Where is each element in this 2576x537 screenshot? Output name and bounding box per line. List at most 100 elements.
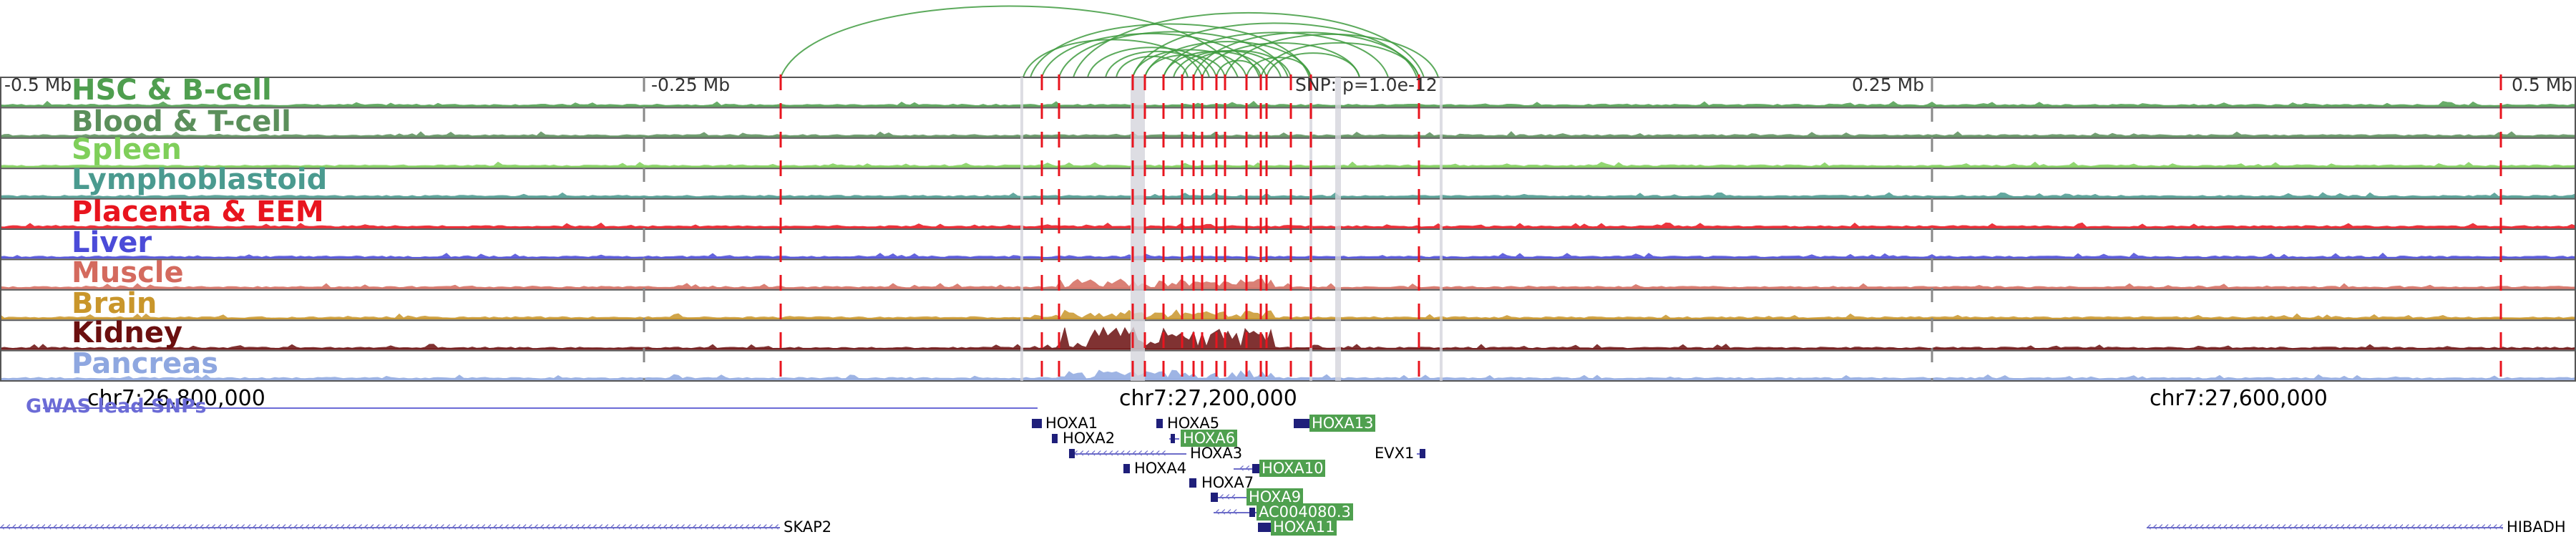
- chromatin-link-arc: [1193, 32, 1420, 78]
- ruler-mid-right-label: 0.25 Mb: [1852, 74, 1925, 95]
- track-label-brain[interactable]: Brain: [72, 287, 157, 320]
- chromatin-link-arc: [1216, 59, 1262, 78]
- chromatin-link-arc: [1246, 57, 1312, 78]
- signal-track: [0, 326, 2576, 349]
- gene-intron-line: [0, 527, 780, 528]
- strand-arrows: ‹‹: [1239, 461, 1252, 475]
- snp-pvalue-label: SNP: p=1.0e-12: [1295, 74, 1438, 95]
- ruler-mid-left-label: -0.25 Mb: [651, 74, 731, 95]
- track-label-hsc-b-cell[interactable]: HSC & B-cell: [72, 74, 272, 107]
- signal-track: [0, 309, 2576, 319]
- chromatin-link-arc: [1116, 55, 1189, 78]
- gene-hoxa3[interactable]: ‹‹‹‹‹‹‹‹‹‹‹‹‹‹‹‹ HOXA3: [1069, 445, 1269, 463]
- chromatin-link-arc: [1144, 41, 1312, 78]
- gene-exon: [1189, 478, 1196, 488]
- chromatin-link-arc: [1073, 11, 1425, 78]
- gene-exon: [1252, 464, 1259, 473]
- chromatin-link-arc: [780, 5, 1239, 78]
- gene-evx1[interactable]: EVX1: [1372, 445, 1487, 463]
- track-panel-border: [0, 77, 2576, 382]
- gene-label: HOXA13: [1309, 415, 1376, 432]
- snp-marker-lines: [779, 74, 2502, 381]
- track-label-kidney[interactable]: Kidney: [72, 316, 183, 349]
- highlight-column: [1020, 77, 1023, 381]
- gene-intron-line: [1211, 497, 1246, 498]
- gene-exon: [1171, 434, 1175, 443]
- highlight-column: [1440, 77, 1443, 381]
- gene-intron-line: [1234, 468, 1259, 470]
- signal-track: [0, 131, 2576, 137]
- gene-exon: [1294, 419, 1309, 428]
- gene-label: HOXA6: [1181, 430, 1238, 447]
- gene-label: HOXA5: [1167, 415, 1220, 432]
- chromatin-link-arc: [1260, 42, 1420, 78]
- gwas-track-label[interactable]: GWAS lead SNPs: [26, 395, 207, 417]
- gene-ac004080-3[interactable]: ‹‹‹‹ AC004080.3: [1214, 503, 1364, 522]
- gene-hoxa10[interactable]: ‹‹ HOXA10: [1234, 460, 1355, 478]
- highlight-column: [1131, 77, 1145, 381]
- gene-label: HOXA7: [1201, 474, 1254, 491]
- gene-exon: [1249, 508, 1255, 517]
- gene-exon: [1052, 434, 1058, 443]
- gene-hoxa2[interactable]: HOXA2: [1052, 430, 1166, 448]
- highlight-column: [1335, 77, 1341, 381]
- strand-arrows: ‹‹‹: [1219, 490, 1237, 504]
- signal-track: [0, 100, 2576, 106]
- track-label-muscle[interactable]: Muscle: [72, 256, 184, 289]
- gene-hoxa6[interactable]: HOXA6: [1169, 430, 1284, 448]
- gene-hoxa13[interactable]: HOXA13: [1294, 415, 1423, 433]
- gene-hoxa9[interactable]: ‹‹‹ HOXA9: [1211, 488, 1325, 507]
- track-label-spleen[interactable]: Spleen: [72, 133, 182, 166]
- track-label-lymphoblastoid[interactable]: Lymphoblastoid: [72, 163, 328, 196]
- position-label-center: chr7:27,200,000: [1119, 386, 1297, 411]
- gene-intron-line: [1214, 512, 1257, 513]
- chromatin-link-arc: [1105, 50, 1210, 78]
- gene-skap2[interactable]: ‹‹‹‹‹‹‹‹‹‹‹‹‹‹‹‹‹‹‹‹‹‹‹‹‹‹‹‹‹‹‹‹‹‹‹‹‹‹‹‹…: [0, 518, 859, 537]
- chromatin-link-arcs: [780, 5, 1439, 78]
- gene-label: HOXA1: [1045, 415, 1098, 432]
- gene-exon: [1123, 464, 1130, 473]
- gene-label: HIBADH: [2507, 518, 2566, 536]
- strand-arrows: ‹‹‹‹‹‹‹‹‹‹‹‹‹‹‹‹‹‹‹‹‹‹‹‹‹‹‹‹‹‹‹‹‹‹‹‹‹‹‹‹…: [2147, 520, 2503, 534]
- gene-label: EVX1: [1375, 445, 1415, 462]
- chromatin-link-arc: [1087, 47, 1217, 78]
- signal-track-rows: [0, 77, 2576, 409]
- ruler-left-label: -0.5 Mb: [4, 74, 72, 95]
- gene-exon: [1258, 523, 1271, 532]
- chromatin-link-arc: [1266, 52, 1360, 78]
- gene-label: HOXA10: [1259, 460, 1326, 477]
- position-label-left: chr7:26,800,000: [87, 386, 265, 411]
- gene-label: AC004080.3: [1257, 503, 1353, 521]
- gene-exon: [1211, 493, 1218, 502]
- signal-track: [0, 279, 2576, 289]
- track-label-pancreas[interactable]: Pancreas: [72, 347, 219, 380]
- chromatin-link-arc: [1163, 32, 1389, 78]
- gene-hoxa11[interactable]: HOXA11: [1258, 518, 1380, 537]
- gene-exon: [1420, 449, 1425, 458]
- chromatin-link-arc: [1224, 33, 1439, 78]
- gene-intron-line: [2147, 527, 2503, 528]
- strand-arrows: ‹‹‹‹‹‹‹‹‹‹‹‹‹‹‹‹: [1073, 446, 1168, 460]
- chromatin-link-arc: [1144, 54, 1226, 78]
- gene-hoxa1[interactable]: HOXA1: [1032, 415, 1146, 433]
- gene-hoxa5[interactable]: HOXA5: [1156, 415, 1271, 433]
- signal-track: [0, 252, 2576, 258]
- gene-hoxa7[interactable]: HOXA7: [1189, 474, 1304, 493]
- gene-hibadh[interactable]: ‹‹‹‹‹‹‹‹‹‹‹‹‹‹‹‹‹‹‹‹‹‹‹‹‹‹‹‹‹‹‹‹‹‹‹‹‹‹‹‹…: [2147, 518, 2576, 537]
- track-label-placenta-eem[interactable]: Placenta & EEM: [72, 195, 324, 228]
- gene-label: HOXA9: [1246, 488, 1304, 505]
- gene-label: HOXA4: [1134, 460, 1187, 477]
- track-label-liver[interactable]: Liver: [72, 226, 152, 259]
- gene-hoxa4[interactable]: HOXA4: [1123, 460, 1238, 478]
- strand-arrows: ‹‹‹‹: [1215, 505, 1239, 519]
- track-label-blood-t-cell[interactable]: Blood & T-cell: [72, 105, 291, 138]
- gene-label: HOXA11: [1271, 518, 1337, 536]
- signal-track: [0, 192, 2576, 198]
- ruler-ticks: [643, 77, 1933, 381]
- signal-track: [0, 222, 2576, 228]
- position-label-right: chr7:27,600,000: [2150, 386, 2328, 411]
- gene-exon: [1069, 449, 1075, 458]
- gene-label: HOXA3: [1190, 445, 1243, 462]
